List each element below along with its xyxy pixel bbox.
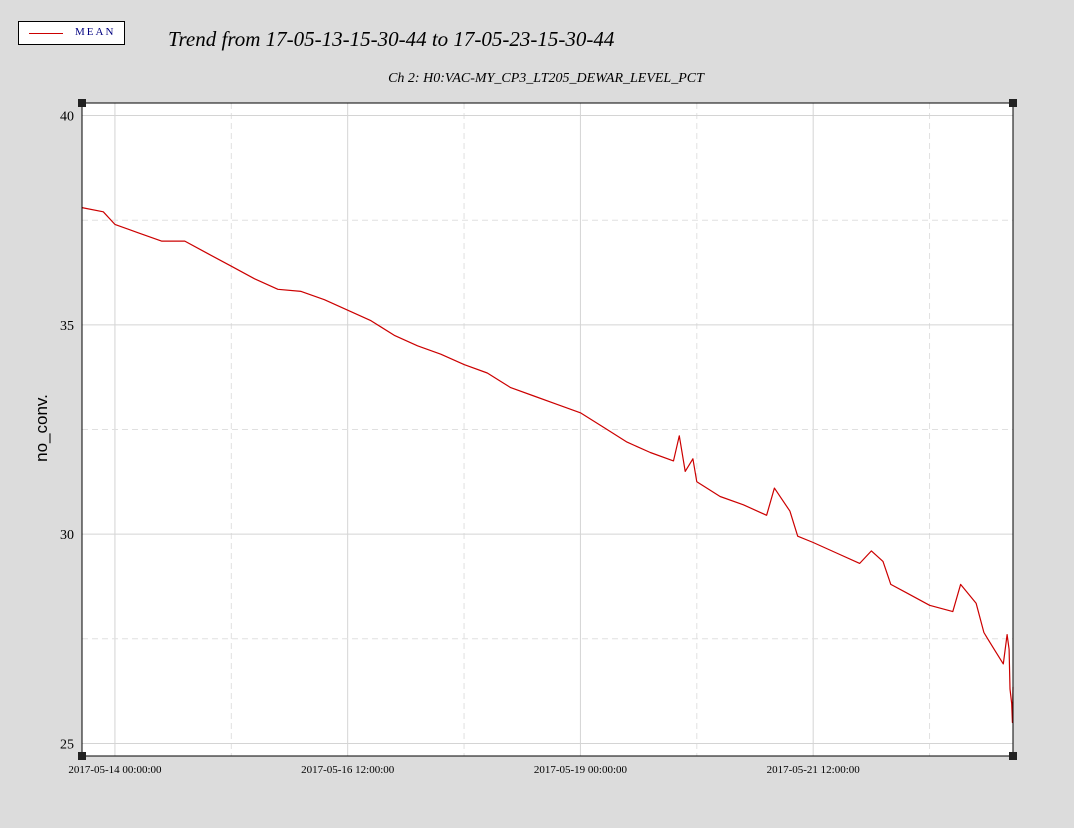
plot-frame [81,102,1014,757]
x-tick-label: 2017-05-21 12:00:00 [767,764,861,776]
corner-handle [78,752,86,760]
legend-swatch-mean [29,33,63,34]
page-title: Trend from 17-05-13-15-30-44 to 17-05-23… [168,27,615,51]
legend-label-mean: MEAN [75,26,116,38]
corner-handle [1009,752,1017,760]
corner-handle [78,99,86,107]
x-tick-label: 2017-05-19 00:00:00 [534,764,628,776]
y-tick-label: 30 [60,528,74,543]
y-tick-label: 25 [60,737,74,752]
y-tick-label: 35 [60,319,74,334]
chart-title: Ch 2: H0:VAC-MY_CP3_LT205_DEWAR_LEVEL_PC… [388,71,704,86]
y-tick-label: 40 [60,110,74,125]
legend: MEAN [18,21,125,45]
x-tick-label: 2017-05-16 12:00:00 [301,764,395,776]
x-tick-label: 2017-05-14 00:00:00 [68,764,162,776]
corner-handle [1009,99,1017,107]
series-line-mean [81,207,1014,724]
